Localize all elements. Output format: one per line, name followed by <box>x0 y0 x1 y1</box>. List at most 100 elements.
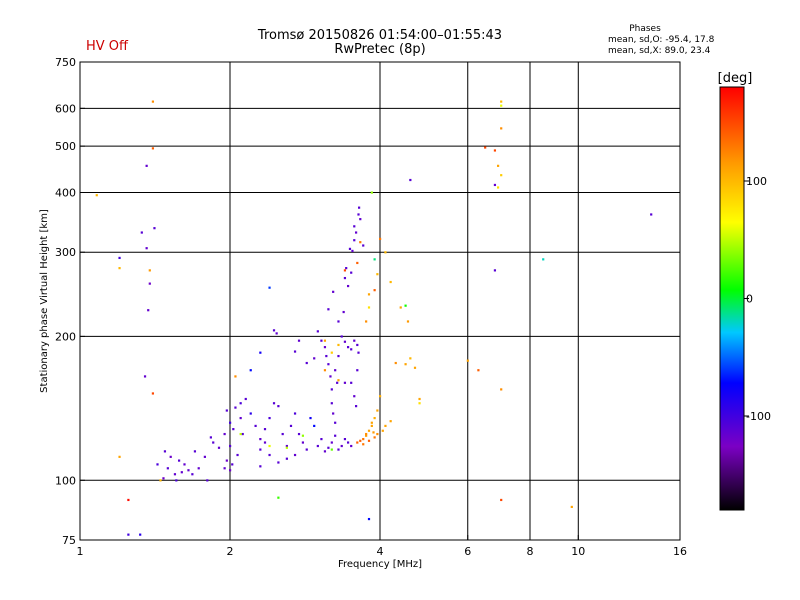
x-mode-point <box>373 436 376 439</box>
y-tick-label: 100 <box>55 474 76 487</box>
o-mode-point <box>203 455 206 458</box>
o-mode-point <box>223 432 226 436</box>
x-mode-point <box>151 100 155 103</box>
o-mode-point <box>293 350 297 353</box>
o-mode-point <box>187 469 190 472</box>
x-mode-point <box>118 455 121 458</box>
o-mode-point <box>323 450 327 453</box>
x-mode-point <box>418 402 421 405</box>
colorbar-label: [deg] <box>718 71 753 86</box>
o-mode-point <box>177 459 181 462</box>
y-axis-ticks: 75 100 200 300 400 500 600 750 <box>55 56 85 547</box>
x-mode-point <box>409 357 412 360</box>
x-mode-point <box>118 267 121 270</box>
x-mode-point <box>367 429 371 432</box>
o-mode-point <box>289 424 293 428</box>
x-mode-point <box>151 147 155 150</box>
o-mode-point <box>542 258 545 261</box>
o-mode-point <box>493 269 497 272</box>
phase-stats-title: Phases <box>629 24 661 34</box>
x-mode-point <box>367 293 371 296</box>
o-mode-point <box>327 363 330 366</box>
o-mode-point <box>334 421 337 424</box>
o-mode-point <box>249 412 252 415</box>
o-mode-point <box>268 453 271 457</box>
o-mode-point <box>297 432 301 436</box>
o-mode-point <box>147 309 150 312</box>
o-mode-point <box>309 416 312 420</box>
o-mode-point <box>346 441 350 444</box>
o-mode-point <box>313 357 316 360</box>
o-mode-point <box>191 473 194 476</box>
x-mode-point <box>367 306 371 309</box>
x-mode-point <box>500 174 503 177</box>
x-mode-point <box>500 498 503 502</box>
o-mode-point <box>350 444 353 448</box>
x-mode-point <box>500 104 503 107</box>
x-mode-point <box>323 369 327 372</box>
x-mode-point <box>384 251 387 254</box>
chart-title: Tromsø 20150826 01:54:00–01:55:43 <box>257 28 502 43</box>
o-mode-point <box>330 441 333 444</box>
o-mode-point <box>231 463 234 466</box>
o-mode-point <box>225 409 228 412</box>
hv-status-label: HV Off <box>86 39 129 54</box>
x-mode-point <box>337 343 340 347</box>
x-mode-point <box>330 448 333 451</box>
o-mode-point <box>343 437 347 441</box>
o-mode-point <box>330 402 333 405</box>
o-mode-point <box>229 421 232 424</box>
x-mode-point <box>367 439 371 442</box>
x-mode-point <box>376 273 379 276</box>
o-mode-point <box>272 329 276 332</box>
x-mode-point <box>372 431 375 434</box>
o-mode-point <box>263 428 267 431</box>
x-mode-point <box>285 446 288 449</box>
x-mode-point <box>570 505 573 509</box>
o-mode-point <box>330 388 333 391</box>
o-mode-point <box>223 467 226 470</box>
o-mode-point <box>148 282 151 285</box>
y-tick-label: 600 <box>55 102 76 115</box>
x-mode-point <box>484 146 487 149</box>
o-mode-point <box>272 402 276 405</box>
x-mode-point <box>356 261 359 265</box>
y-tick-label: 75 <box>62 534 76 547</box>
o-mode-point <box>346 284 350 288</box>
o-mode-point <box>353 395 356 398</box>
colorbar-tick-label: 100 <box>746 175 767 188</box>
x-tick-label: 16 <box>673 545 687 558</box>
o-mode-point <box>337 448 340 451</box>
o-mode-point <box>356 369 359 372</box>
o-mode-point <box>332 290 335 293</box>
o-mode-point <box>320 339 323 342</box>
o-mode-point <box>356 343 359 347</box>
o-mode-point <box>313 424 316 428</box>
o-mode-point <box>285 457 288 460</box>
o-mode-point <box>305 448 308 451</box>
x-mode-point <box>330 351 333 354</box>
x-mode-point <box>404 304 407 307</box>
colorbar-ticks: -100 0 100 <box>744 175 771 423</box>
o-mode-point <box>493 183 497 187</box>
o-mode-point <box>249 369 252 372</box>
x-tick-label: 1 <box>77 545 84 558</box>
o-mode-point <box>293 412 297 415</box>
x-mode-point <box>356 441 359 444</box>
colorbar-tick-label: 0 <box>746 293 753 306</box>
x-mode-point <box>362 443 365 446</box>
x-mode-point <box>373 416 376 420</box>
o-mode-point <box>259 437 262 441</box>
x-mode-point <box>127 498 130 502</box>
o-mode-point <box>342 310 345 314</box>
x-mode-point <box>406 320 410 323</box>
o-mode-point <box>305 361 308 365</box>
o-mode-point <box>353 239 356 242</box>
o-mode-point <box>241 432 244 436</box>
x-mode-point <box>389 420 392 423</box>
o-mode-point <box>357 213 360 216</box>
x-tick-label: 10 <box>571 545 585 558</box>
x-mode-point <box>362 437 365 441</box>
x-mode-point <box>239 432 242 436</box>
o-mode-point <box>350 381 353 384</box>
